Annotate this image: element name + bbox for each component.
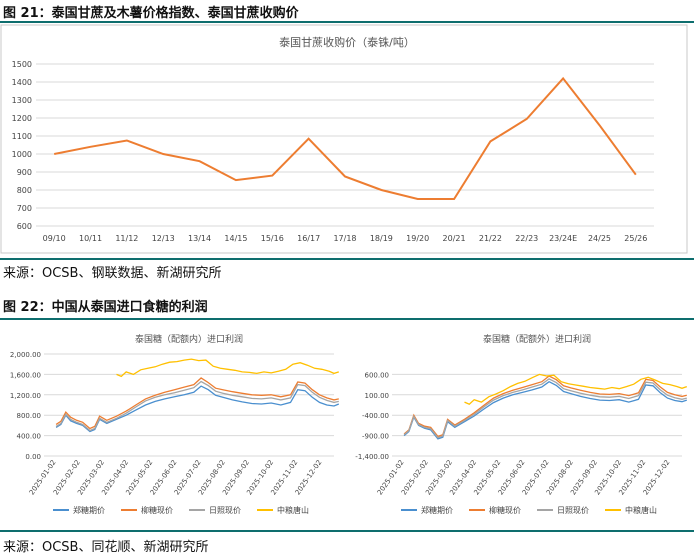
y-tick-label: 1500 [12,60,32,69]
chart-title: 泰国甘蔗收购价（泰铢/吨） [279,35,415,49]
x-tick-label: 12/13 [152,234,175,243]
x-tick-label: 16/17 [297,234,320,243]
legend-label: 日照现价 [209,506,241,515]
x-tick-label: 13/14 [188,234,211,243]
figure-22-source: 来源：OCSB、同花顺、新湖研究所 [3,540,209,555]
x-tick-label: 10/11 [79,234,102,243]
x-tick-label: 15/16 [261,234,284,243]
x-tick-label: 09/10 [43,234,66,243]
x-tick-label: 17/18 [333,234,356,243]
series-line [403,380,688,440]
sugarcane-price-chart: 泰国甘蔗收购价（泰铢/吨） 600 700 800 900 1000 1100 1200 130… [0,24,688,254]
series-line [464,373,688,405]
x-tick-label: 21/22 [479,234,502,243]
y-tick-label: 1000 [12,150,32,159]
series-line [55,377,339,430]
x-tick-label: 24/25 [588,234,611,243]
series-line [116,358,339,378]
y-tick-label: 800.00 [17,412,42,420]
y-tick-label: 700 [17,204,32,213]
chart-title: 泰国糖（配额外）进口利润 [483,333,591,345]
series-line [55,380,339,432]
y-tick-label: 800 [17,186,32,195]
legend-label: 日照现价 [557,506,589,515]
figure-22-top-rule [0,318,694,320]
legend-label: 柳糖现价 [141,505,173,515]
y-tick-label: 1,200.00 [10,392,41,400]
chart-title: 泰国糖（配额内）进口利润 [135,333,243,345]
y-tick-label: 600.00 [365,371,390,379]
x-tick-label: 22/23 [515,234,538,243]
y-tick-label: -900.00 [362,433,389,441]
x-tick-label: 23/24E [549,234,577,243]
series-line [403,378,687,439]
figure-21-top-rule [0,21,694,23]
x-tick-label: 14/15 [224,234,247,243]
legend-label: 中粮唐山 [625,505,657,515]
x-tick-label: 20/21 [443,234,466,243]
y-tick-label: 1400 [12,78,32,87]
legend-label: 郑糖期价 [73,505,105,515]
y-tick-label: 0.00 [25,453,41,461]
x-tick-label: 25/26 [624,234,647,243]
y-tick-label: 1200 [12,114,32,123]
y-tick-label: 100.00 [365,392,390,400]
out-quota-profit-chart: 泰国糖（配额外）进口利润 -1,400.00 -900.00 -400.00 100.0… [355,333,688,515]
in-quota-profit-chart: 泰国糖（配额内）进口利润 0.00 400.00 800.00 1,200.00 1,60… [10,333,340,515]
legend-label: 中粮唐山 [277,505,309,515]
x-tick-label: 11/12 [115,234,138,243]
legend-label: 郑糖期价 [421,505,453,515]
figure-21-bottom-rule [0,258,694,260]
chart-frame [0,24,688,254]
y-tick-label: 900 [17,168,32,177]
x-tick-label: 19/20 [406,234,429,243]
series-line [403,375,687,438]
figure-21-heading: 图 21：泰国甘蔗及木薯价格指数、泰国甘蔗收购价 [3,6,299,21]
y-tick-label: 1100 [12,132,32,141]
x-tick-label: 18/19 [370,234,393,243]
y-tick-label: 2,000.00 [10,351,41,359]
y-tick-label: -1,400.00 [355,453,389,461]
series-line [55,385,340,433]
y-tick-label: -400.00 [362,412,389,420]
price-series-line [54,76,637,200]
figure-22-heading: 图 22：中国从泰国进口食糖的利润 [3,300,208,315]
y-tick-label: 1300 [12,96,32,105]
figure-21-source: 来源：OCSB、钢联数据、新湖研究所 [3,266,222,281]
legend-label: 柳糖现价 [489,505,521,515]
y-tick-label: 600 [17,222,32,231]
y-tick-label: 400.00 [17,433,42,441]
y-tick-label: 1,600.00 [10,371,41,379]
figure-22-bottom-rule [0,530,694,532]
